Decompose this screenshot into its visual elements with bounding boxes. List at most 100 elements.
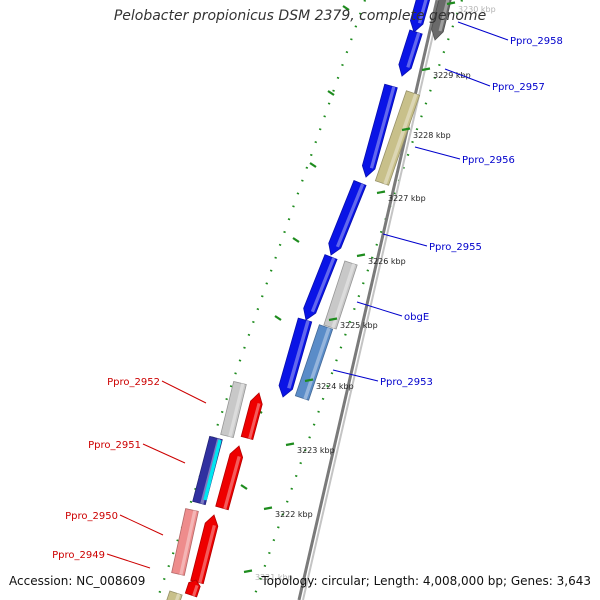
- gene-label-text: Ppro_2955: [429, 242, 482, 253]
- gene-ppro-2959: [409, 0, 431, 33]
- gene-label-ppro-2958: Ppro_2958: [510, 36, 563, 47]
- gene-ppro-2952: [220, 380, 247, 439]
- leader-9: [106, 553, 151, 569]
- tick-label: 3229 kbp: [433, 71, 471, 80]
- tick-label: 3222 kbp: [275, 510, 313, 519]
- tick-mark: [356, 253, 366, 258]
- tick-label: 3225 kbp: [340, 321, 378, 330]
- gene-ppro-2952b-body: [240, 392, 263, 441]
- gene-ppro-2956-highlight: [383, 93, 418, 185]
- gene-ppro-2953: [294, 324, 334, 401]
- gene-ppro-2959-highlight: [417, 0, 428, 24]
- gene-ppro-2956: [374, 90, 421, 186]
- label-leaders: [106, 21, 509, 569]
- gene-ppro-2955-highlight: [335, 183, 365, 248]
- tick-1: 3229 kbp: [421, 67, 471, 80]
- tick-label: 3230 kbp: [458, 5, 496, 14]
- leader-8: [119, 514, 164, 536]
- leader-2: [414, 146, 461, 160]
- tick-label: 3223 kbp: [297, 446, 335, 455]
- minor-dash-3: [292, 237, 300, 243]
- tick-6: 3224 kbp: [304, 378, 354, 391]
- gene-ppro-2954: [303, 254, 338, 321]
- gene-label-text: obgE: [404, 312, 429, 323]
- tick-label: 3226 kbp: [368, 257, 406, 266]
- gene-obge: [323, 260, 358, 330]
- tick-label: 3221 kbp: [255, 573, 293, 582]
- gene-label-text: Ppro_2956: [462, 155, 515, 166]
- gene-ppro-2956a-highlight: [369, 86, 396, 169]
- gene-label-ppro-2956: Ppro_2956: [462, 155, 515, 166]
- tick-7: 3223 kbp: [285, 442, 335, 455]
- leader-1: [444, 68, 491, 87]
- tick-5: 3225 kbp: [328, 317, 378, 330]
- minor-dash-2: [309, 162, 317, 168]
- tick-mark: [285, 442, 295, 447]
- leader-0: [457, 21, 509, 41]
- minor-dash-6: [240, 484, 248, 490]
- leader-7: [142, 443, 186, 464]
- gene-ppro-2951b: [215, 445, 244, 511]
- tick-mark: [304, 378, 314, 383]
- gene-label-text: Ppro_2958: [510, 36, 563, 47]
- gene-ppro-2955: [328, 180, 367, 256]
- gene-ppro-2951b-highlight: [223, 455, 241, 510]
- tick-mark: [243, 569, 253, 574]
- tick-3: 3227 kbp: [376, 190, 426, 203]
- gene-ppro-2952b: [240, 392, 263, 441]
- tick-mark: [401, 127, 411, 132]
- topology-text: Topology: circular; Length: 4,008,000 bp…: [261, 574, 591, 588]
- gene-ppro-2949-highlight: [192, 584, 199, 597]
- gene-label-text: Ppro_2949: [52, 550, 105, 561]
- leader-5: [332, 369, 379, 382]
- tick-2: 3228 kbp: [401, 127, 451, 140]
- tick-0: 3230 kbp: [446, 1, 496, 14]
- gene-ppro-2951-accent: [203, 439, 222, 501]
- gene-ppro-2956a: [361, 83, 398, 178]
- gene-features: [166, 0, 452, 600]
- leader-6: [161, 380, 207, 404]
- tick-mark: [328, 317, 338, 322]
- gene-ppro-2949-body: [184, 579, 201, 598]
- leader-3: [382, 233, 428, 247]
- gene-ppro-2953a-highlight: [287, 320, 310, 389]
- tick-label: 3228 kbp: [413, 131, 451, 140]
- gene-label-obge: obgE: [404, 312, 429, 323]
- minor-dash-0: [342, 5, 350, 11]
- gene-ppro-2953-highlight: [303, 327, 331, 400]
- gene-ppro-2952b-highlight: [248, 402, 261, 440]
- gene-ppro-2952-highlight: [228, 383, 245, 438]
- gene-ppro-2949: [184, 579, 201, 598]
- gene-label-ppro-2957: Ppro_2957: [492, 82, 545, 93]
- gene-ppro-2951b-body: [215, 445, 244, 511]
- tick-label: 3224 kbp: [316, 382, 354, 391]
- accession-text: Accession: NC_008609: [9, 574, 146, 588]
- tick-label: 3227 kbp: [388, 194, 426, 203]
- gene-label-ppro-2950: Ppro_2950: [65, 511, 118, 522]
- tick-9: 3221 kbp: [243, 569, 293, 582]
- gene-ppro-2957-highlight: [406, 32, 421, 68]
- minor-dash-4: [274, 315, 282, 321]
- minor-dash-1: [327, 90, 335, 96]
- gene-labels: Ppro_2958 Ppro_2957 Ppro_2956 Ppro_2955 obgE…: [52, 36, 563, 561]
- gene-label-ppro-2952: Ppro_2952: [107, 377, 160, 388]
- gene-ppro-2950-highlight: [179, 510, 197, 575]
- gene-ppro-2950b-highlight: [198, 525, 216, 584]
- gene-ppro-2950: [171, 508, 199, 576]
- genome-title: Pelobacter propionicus DSM 2379, complet…: [113, 8, 487, 24]
- tick-mark: [446, 1, 456, 6]
- gene-label-ppro-2951: Ppro_2951: [88, 440, 141, 451]
- gene-ppro-2953a: [278, 317, 313, 398]
- leader-4: [356, 301, 403, 317]
- gene-label-text: Ppro_2951: [88, 440, 141, 451]
- tick-mark: [376, 190, 386, 195]
- gene-label-text: Ppro_2957: [492, 82, 545, 93]
- gene-label-text: Ppro_2950: [65, 511, 118, 522]
- gene-ppro-2957: [398, 29, 423, 77]
- gene-label-text: Ppro_2952: [107, 377, 160, 388]
- tick-mark: [263, 506, 273, 511]
- tick-4: 3226 kbp: [356, 253, 406, 266]
- gene-obge-highlight: [331, 263, 356, 329]
- gene-ppro-2958: [431, 0, 452, 41]
